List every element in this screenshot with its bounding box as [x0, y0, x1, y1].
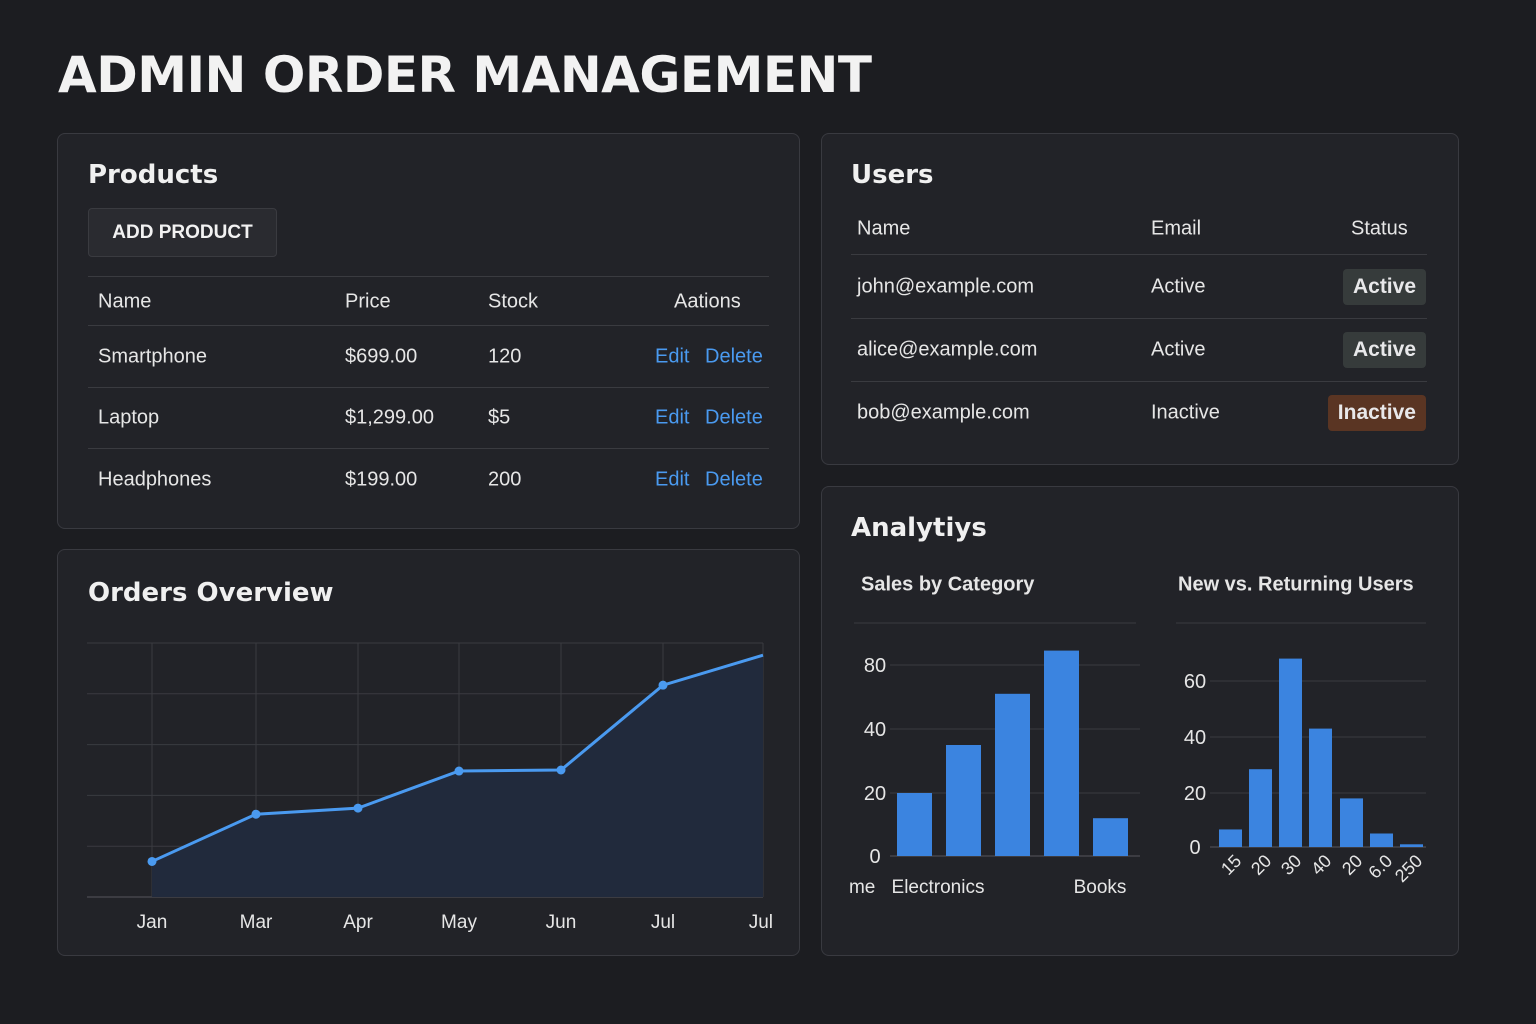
y-tick-label: 20	[864, 783, 886, 805]
data-point	[658, 680, 668, 690]
products-panel	[57, 133, 800, 529]
x-tick-label: Jan	[137, 912, 168, 933]
product-name: Laptop	[98, 406, 160, 429]
x-tick-label: Apr	[343, 912, 373, 933]
y-tick-label: 40	[1184, 727, 1206, 749]
add-product-button[interactable]: ADD PRODUCT	[88, 208, 277, 257]
edit-link[interactable]: Edit	[655, 468, 690, 491]
bar	[1044, 650, 1079, 856]
analytics-title: Analytiys	[851, 513, 987, 543]
delete-link[interactable]: Delete	[705, 345, 763, 368]
x-tick-label: 30	[1277, 851, 1305, 879]
product-price: $1,299.00	[345, 406, 434, 429]
edit-link[interactable]: Edit	[655, 345, 690, 368]
x-tick-label: 20	[1338, 851, 1366, 879]
sales-bar-chart: 0 20 40 80 Electronics Home Books	[850, 622, 1140, 898]
row-divider	[88, 448, 769, 449]
divider	[851, 254, 1427, 255]
bar	[1370, 833, 1393, 847]
x-tick-label: Jun	[546, 912, 577, 933]
user-email: Active	[1151, 275, 1206, 298]
user-email: Inactive	[1151, 401, 1220, 424]
col-header-status: Status	[1351, 217, 1408, 240]
x-tick-label: 250	[1391, 851, 1426, 886]
product-price: $699.00	[345, 345, 418, 368]
divider	[88, 276, 769, 277]
status-badge: Active	[1342, 269, 1426, 305]
delete-link[interactable]: Delete	[705, 406, 763, 429]
product-stock: 200	[488, 468, 522, 491]
y-tick-label: 0	[1189, 837, 1200, 859]
bar	[1093, 818, 1128, 856]
x-tick-label: Mar	[240, 912, 273, 933]
y-tick-label: 80	[864, 655, 886, 677]
row-divider	[851, 318, 1427, 319]
data-point	[353, 803, 363, 813]
bar	[1219, 829, 1242, 847]
y-tick-label: 20	[1184, 783, 1206, 805]
bar	[1279, 658, 1302, 847]
user-name: john@example.com	[857, 275, 1035, 298]
delete-link[interactable]: Delete	[705, 468, 763, 491]
users-title: Users	[851, 160, 934, 190]
products-title: Products	[88, 160, 219, 190]
users-chart-title: New vs. Returning Users	[1178, 573, 1414, 596]
product-price: $199.00	[345, 468, 418, 491]
bar	[1340, 798, 1363, 847]
product-name: Smartphone	[98, 345, 207, 368]
product-stock: 120	[488, 345, 522, 368]
col-header-name: Name	[98, 290, 152, 313]
bar	[1249, 769, 1272, 847]
x-tick-label: 20	[1247, 851, 1275, 879]
page-title: ADMIN ORDER MANAGEMENT	[58, 46, 872, 104]
divider	[88, 325, 769, 326]
y-tick-label: 40	[864, 719, 886, 741]
product-name: Headphones	[98, 468, 212, 491]
bar	[1400, 844, 1423, 847]
edit-link[interactable]: Edit	[655, 406, 690, 429]
x-tick-label: 15	[1217, 851, 1245, 879]
user-name: bob@example.com	[857, 401, 1030, 424]
orders-overview-title: Orders Overview	[88, 578, 334, 608]
y-tick-label: 0	[869, 846, 880, 868]
status-badge: Inactive	[1327, 395, 1426, 431]
status-badge: Active	[1342, 332, 1426, 368]
bar	[946, 745, 981, 856]
bar	[897, 793, 932, 856]
data-point	[454, 766, 464, 776]
col-header-stock: Stock	[488, 290, 539, 313]
col-header-name: Name	[857, 217, 911, 240]
orders-line-chart: Jan Mar Apr May Jun Jul Jul	[87, 642, 773, 933]
data-point	[147, 856, 157, 866]
x-tick-label: Jul	[749, 912, 773, 933]
x-tick-label: Home	[850, 877, 875, 898]
x-tick-label: 6.0	[1364, 851, 1396, 883]
row-divider	[88, 387, 769, 388]
x-tick-label: May	[441, 912, 477, 933]
row-divider	[851, 381, 1427, 382]
sales-chart-title: Sales by Category	[861, 573, 1035, 596]
analytics-panel	[821, 486, 1459, 956]
x-tick-label: 40	[1307, 851, 1335, 879]
data-point	[251, 809, 261, 819]
x-tick-label: Electronics	[892, 877, 985, 898]
col-header-actions: Aations	[674, 290, 741, 313]
data-point	[556, 765, 566, 775]
bar	[995, 693, 1030, 856]
x-tick-label: Books	[1074, 877, 1127, 898]
bar	[1309, 728, 1332, 847]
x-tick-label: Jul	[651, 912, 675, 933]
area-fill	[152, 655, 763, 897]
user-email: Active	[1151, 338, 1206, 361]
user-name: alice@example.com	[857, 338, 1038, 361]
product-stock: $5	[488, 406, 511, 429]
col-header-price: Price	[345, 290, 391, 313]
y-tick-label: 60	[1184, 671, 1206, 693]
col-header-email: Email	[1151, 217, 1202, 240]
